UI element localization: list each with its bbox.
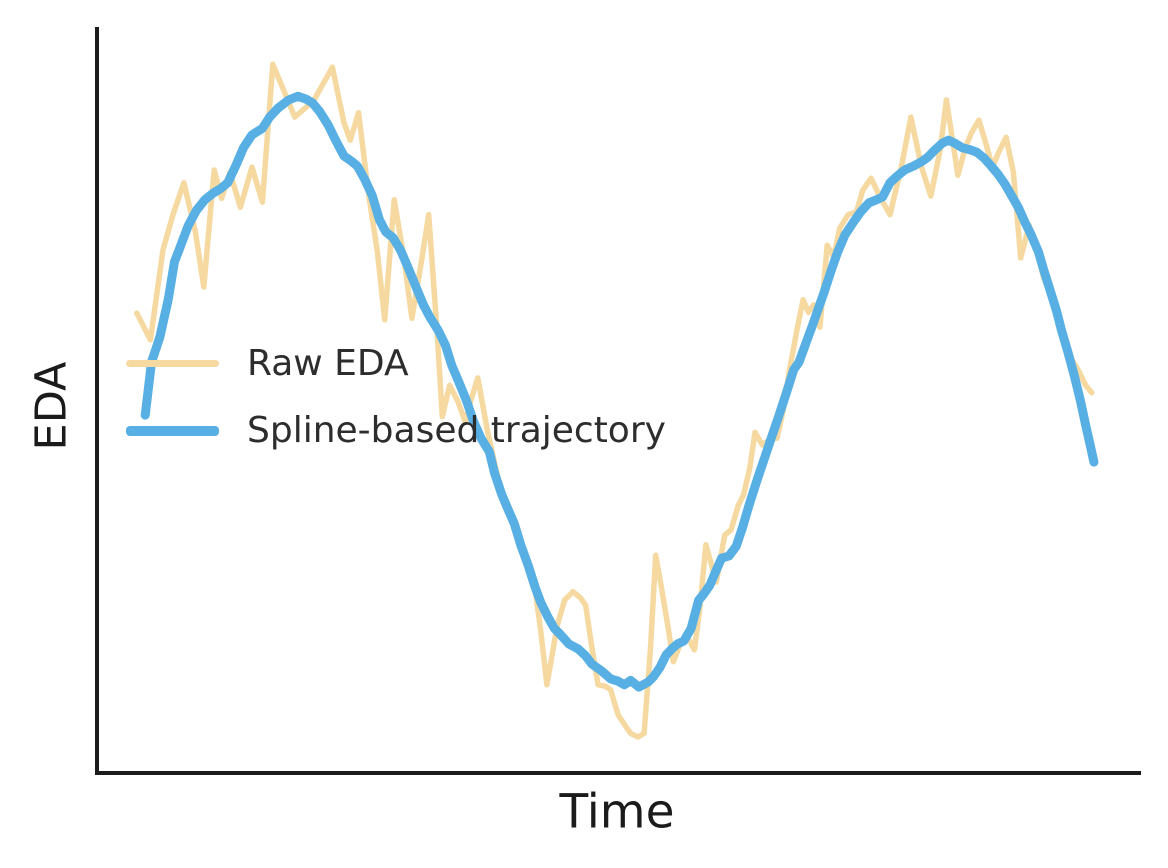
legend-swatch-spline xyxy=(126,425,219,436)
legend-label-spline: Spline-based trajectory xyxy=(247,409,666,451)
legend-item-raw-eda: Raw EDA xyxy=(126,330,666,397)
y-axis-label: EDA xyxy=(26,361,77,451)
raw-eda-line xyxy=(134,61,1095,740)
legend-item-spline: Spline-based trajectory xyxy=(126,397,666,464)
series-group xyxy=(134,61,1099,740)
x-axis-label: Time xyxy=(559,784,675,840)
spline-trajectory-line xyxy=(140,91,1099,692)
legend-swatch-raw-eda xyxy=(126,360,219,367)
legend: Raw EDA Spline-based trajectory xyxy=(126,330,666,464)
legend-label-raw-eda: Raw EDA xyxy=(247,342,409,384)
